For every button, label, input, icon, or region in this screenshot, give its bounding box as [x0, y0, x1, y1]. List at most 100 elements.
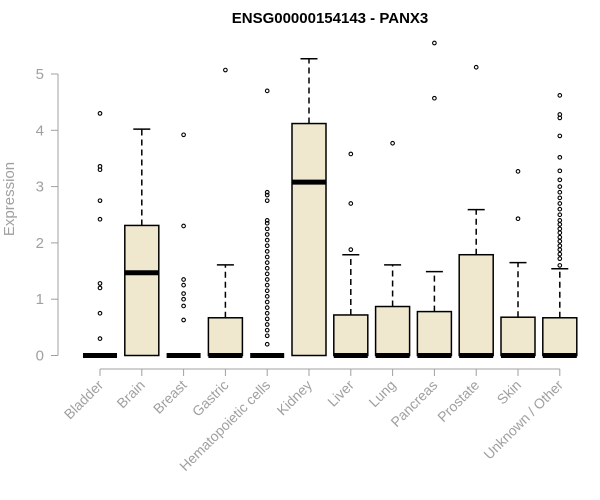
box-skin: [500, 169, 536, 358]
outlier-point: [97, 216, 103, 222]
x-tick-label: Breast: [150, 377, 190, 417]
outlier-point: [557, 218, 563, 223]
outlier-point: [557, 263, 563, 268]
outlier-point: [264, 327, 270, 333]
y-tick-label: 4: [36, 122, 44, 139]
outlier-point: [515, 216, 521, 222]
outlier-point: [557, 247, 563, 253]
outlier-point: [557, 206, 563, 212]
outlier-point: [181, 277, 186, 282]
outlier-point: [557, 226, 563, 232]
outlier-point: [264, 198, 270, 204]
outlier-point: [264, 305, 270, 310]
outlier-point: [181, 223, 186, 229]
outlier-point: [223, 67, 228, 73]
y-axis: 0 1 2 3 4 5: [36, 66, 59, 365]
x-tick-label: Kidney: [274, 377, 316, 419]
outlier-point: [557, 230, 563, 236]
x-tick-label: Bladder: [61, 377, 107, 423]
box-iqr: [374, 305, 411, 357]
outlier-point: [97, 285, 103, 291]
outlier-point: [264, 333, 270, 339]
box-lung: [374, 140, 411, 358]
outlier-point: [97, 336, 103, 341]
outlier-point: [264, 220, 270, 226]
chart-title: ENSG00000154143 - PANX3: [232, 10, 429, 27]
box-breast: [166, 132, 201, 358]
outlier-point: [181, 296, 186, 302]
outlier-point: [557, 168, 563, 174]
outlier-point: [432, 40, 437, 46]
outlier-point: [557, 189, 563, 195]
box-brain: [124, 128, 160, 357]
box-iqr: [291, 122, 327, 357]
outlier-point: [557, 234, 563, 240]
outlier-point: [97, 111, 103, 116]
x-tick-label: Prostate: [434, 377, 482, 425]
outlier-point: [264, 265, 270, 271]
box-kidney: [291, 58, 327, 357]
x-tick-label: Brain: [113, 377, 147, 411]
y-axis-label: Expression: [1, 162, 18, 236]
box-iqr: [500, 316, 536, 357]
x-tick-label: Skin: [494, 377, 525, 408]
outlier-point: [97, 281, 103, 286]
outlier-point: [264, 316, 270, 322]
outlier-point: [557, 201, 563, 206]
box-iqr: [416, 310, 453, 357]
outlier-point: [181, 132, 186, 138]
outlier-point: [264, 254, 270, 260]
outlier-point: [264, 271, 270, 277]
y-tick-label: 0: [36, 348, 44, 365]
outlier-point: [473, 64, 479, 70]
outlier-point: [264, 243, 270, 249]
outlier-point: [97, 198, 103, 204]
outlier-point: [557, 133, 563, 139]
outlier-point: [557, 221, 563, 227]
outlier-point: [264, 218, 270, 223]
outlier-point: [557, 243, 563, 249]
y-tick-label: 5: [36, 66, 44, 83]
outlier-point: [264, 277, 270, 282]
x-tick-label: Unknown / Other: [480, 377, 566, 463]
y-tick-label: 2: [36, 235, 44, 252]
box-iqr: [333, 314, 369, 357]
box-gastric: [207, 67, 244, 358]
outlier-point: [264, 189, 270, 195]
box-iqr: [542, 317, 578, 357]
box-bladder: [83, 111, 117, 358]
outlier-point: [181, 291, 186, 296]
outlier-point: [432, 95, 437, 101]
outlier-point: [264, 282, 270, 288]
box-iqr: [124, 224, 160, 357]
outlier-point: [264, 226, 270, 232]
outlier-point: [348, 247, 354, 253]
outlier-point: [97, 310, 103, 316]
box-unknown-other: [542, 93, 578, 358]
outlier-point: [515, 169, 521, 174]
x-tick-label: Liver: [324, 377, 357, 410]
outlier-point: [557, 112, 563, 117]
box-hematopoietic-cells: [250, 88, 285, 358]
outlier-point: [264, 260, 270, 265]
outlier-point: [557, 238, 563, 244]
outlier-point: [181, 282, 186, 288]
outlier-point: [264, 299, 270, 305]
outlier-point: [264, 192, 270, 198]
outlier-point: [557, 251, 563, 257]
outlier-point: [557, 195, 563, 201]
outlier-point: [557, 93, 563, 98]
outlier-point: [557, 177, 563, 183]
outlier-point: [264, 322, 270, 327]
outlier-point: [264, 294, 270, 299]
y-tick-label: 1: [36, 291, 44, 308]
box-iqr: [207, 317, 244, 357]
outlier-point: [390, 140, 395, 146]
box-liver: [333, 151, 369, 358]
outlier-point: [557, 212, 563, 218]
outlier-point: [97, 163, 103, 169]
box-iqr: [458, 253, 494, 357]
outlier-point: [557, 256, 563, 262]
